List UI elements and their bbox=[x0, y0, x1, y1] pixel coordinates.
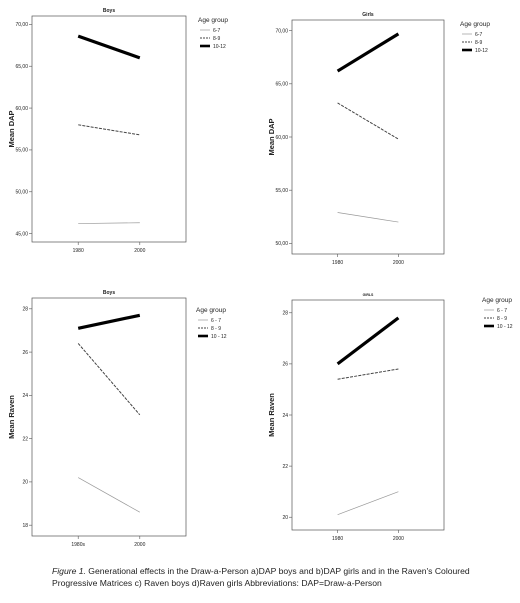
y-tick-label: 65,00 bbox=[275, 82, 288, 88]
legend-label: 8-9 bbox=[213, 36, 220, 42]
legend-label: 6 - 7 bbox=[211, 318, 221, 324]
x-tick-label: 1980 bbox=[332, 260, 343, 266]
series-line bbox=[337, 368, 399, 380]
series-line bbox=[337, 212, 399, 223]
series-line bbox=[336, 32, 400, 73]
series-line bbox=[336, 316, 400, 366]
legend-label: 10 - 12 bbox=[497, 324, 513, 330]
y-tick-label: 45,00 bbox=[15, 231, 28, 237]
y-tick-label: 50,00 bbox=[15, 190, 28, 196]
chart-panel-raven-boys: Boys 18 20 22 24 26 28 1980s 2000 Mean Raven Age g… bbox=[0, 282, 260, 554]
chart-raven-boys: Boys 18 20 22 24 26 28 1980s 2000 Mean Raven Age g… bbox=[7, 290, 227, 548]
series-line bbox=[77, 343, 141, 416]
series-line bbox=[337, 102, 399, 140]
legend-label: 10 - 12 bbox=[211, 334, 227, 340]
x-tick-label: 2000 bbox=[393, 260, 404, 266]
x-tick-label: 1980 bbox=[73, 248, 84, 254]
chart-raven-girls: GIRLS 20 22 24 26 28 1980 2000 Mean Raven Age gro… bbox=[267, 293, 513, 542]
series-line bbox=[78, 477, 140, 513]
y-tick-label: 55,00 bbox=[275, 188, 288, 194]
series-line bbox=[77, 313, 141, 330]
legend-label: 6-7 bbox=[475, 32, 482, 38]
chart-title: Boys bbox=[103, 290, 115, 296]
x-tick-label: 1980 bbox=[332, 536, 343, 542]
x-tick-label: 1980s bbox=[71, 542, 85, 548]
legend-label: 6-7 bbox=[213, 28, 220, 34]
series-line bbox=[77, 34, 141, 60]
plot-frame bbox=[291, 299, 445, 531]
y-axis-label: Mean DAP bbox=[7, 110, 16, 147]
y-tick-label: 22 bbox=[22, 436, 28, 442]
legend-label: 8 - 9 bbox=[497, 316, 507, 322]
legend-title: Age group bbox=[198, 17, 228, 24]
plot-frame bbox=[291, 19, 445, 255]
figure-label: Figure 1. bbox=[52, 566, 86, 576]
y-tick-label: 60,00 bbox=[275, 135, 288, 141]
x-tick-label: 2000 bbox=[393, 536, 404, 542]
chart-panel-dap-girls: Girls 50,00 55,00 60,00 65,00 70,00 1980 2000 Me… bbox=[260, 0, 520, 280]
figure-caption: Figure 1. Generational effects in the Dr… bbox=[52, 565, 514, 589]
y-tick-label: 70,00 bbox=[15, 22, 28, 28]
y-tick-label: 24 bbox=[22, 393, 28, 399]
x-tick-label: 2000 bbox=[134, 542, 145, 548]
legend-label: 8 - 9 bbox=[211, 326, 221, 332]
series-line bbox=[78, 222, 140, 224]
y-axis-label: Mean Raven bbox=[7, 395, 16, 439]
y-axis-label: Mean Raven bbox=[267, 393, 276, 437]
plot-frame bbox=[31, 297, 187, 537]
legend-title: Age group bbox=[196, 307, 226, 314]
chart-title: Boys bbox=[103, 8, 115, 14]
series-line bbox=[78, 124, 140, 136]
x-tick-label: 2000 bbox=[134, 248, 145, 254]
legend-label: 10-12 bbox=[213, 44, 226, 50]
y-tick-label: 55,00 bbox=[15, 148, 28, 154]
legend-title: Age group bbox=[482, 297, 512, 304]
y-tick-label: 50,00 bbox=[275, 241, 288, 247]
legend-label: 10-12 bbox=[475, 48, 488, 54]
chart-title: Girls bbox=[362, 12, 374, 18]
y-tick-label: 60,00 bbox=[15, 106, 28, 112]
y-tick-label: 70,00 bbox=[275, 28, 288, 34]
chart-title: GIRLS bbox=[363, 293, 374, 297]
y-tick-label: 20 bbox=[282, 515, 288, 521]
y-tick-label: 65,00 bbox=[15, 64, 28, 70]
caption-text: Generational effects in the Draw-a-Perso… bbox=[52, 566, 470, 588]
y-tick-label: 22 bbox=[282, 464, 288, 470]
y-tick-label: 26 bbox=[282, 362, 288, 368]
y-tick-label: 26 bbox=[22, 350, 28, 356]
y-tick-label: 28 bbox=[22, 307, 28, 313]
y-tick-label: 18 bbox=[22, 523, 28, 529]
plot-frame bbox=[31, 15, 187, 243]
y-tick-label: 28 bbox=[282, 311, 288, 317]
chart-panel-raven-girls: GIRLS 20 22 24 26 28 1980 2000 Mean Raven Age gro… bbox=[260, 282, 520, 554]
series-line bbox=[337, 491, 399, 515]
legend-label: 6 - 7 bbox=[497, 308, 507, 314]
legend-title: Age group bbox=[460, 21, 490, 28]
chart-dap-boys: Boys 45,00 50,00 55,00 60,00 65,00 70,00 1980 20… bbox=[7, 8, 228, 254]
legend-label: 8-9 bbox=[475, 40, 482, 46]
chart-dap-girls: Girls 50,00 55,00 60,00 65,00 70,00 1980 2000 Me… bbox=[267, 12, 490, 266]
y-tick-label: 20 bbox=[22, 480, 28, 486]
y-tick-label: 24 bbox=[282, 413, 288, 419]
y-axis-label: Mean DAP bbox=[267, 118, 276, 155]
chart-panel-dap-boys: Boys 45,00 50,00 55,00 60,00 65,00 70,00 1980 20… bbox=[0, 0, 260, 280]
